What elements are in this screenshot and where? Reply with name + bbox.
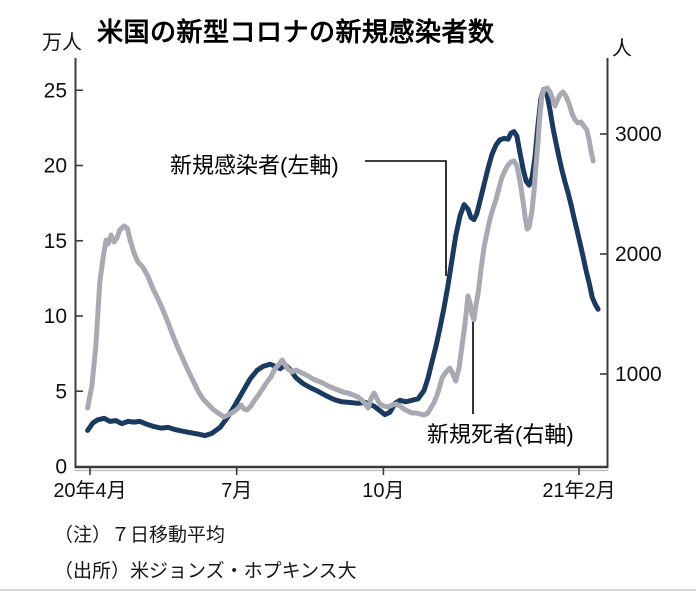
- right-axis-tick-label: 2000: [615, 243, 662, 266]
- left-axis-tick-label: 25: [44, 79, 67, 102]
- left-axis-tick-label: 20: [44, 155, 67, 178]
- left-axis-tick-label: 15: [44, 230, 67, 253]
- deaths-line: [85, 85, 596, 420]
- right-axis-tick-label: 1000: [615, 363, 662, 386]
- x-axis-tick-label: 20年4月: [53, 479, 126, 502]
- annotation-deaths-label: 新規死者(右軸): [427, 422, 574, 447]
- annotation-cases-leader: [365, 160, 447, 276]
- x-axis-tick-label: 10月: [362, 480, 404, 502]
- bottom-divider: [0, 589, 696, 591]
- left-axis-tick-label: 5: [55, 380, 67, 403]
- left-axis-unit-label: 万人: [42, 32, 82, 54]
- right-axis-unit-label: 人: [612, 38, 632, 60]
- x-axis-tick-label: 21年2月: [542, 479, 615, 502]
- x-axis-tick-label: 7月: [221, 480, 252, 502]
- footnote-source: （出所）米ジョンズ・ホプキンス大: [54, 561, 357, 582]
- chart-title: 米国の新型コロナの新規感染者数: [97, 17, 495, 47]
- cases-line: [85, 87, 601, 439]
- right-axis-tick-label: 3000: [615, 123, 662, 146]
- left-axis-tick-label: 0: [55, 456, 67, 479]
- footnote-moving-average: （注）７日移動平均: [54, 525, 226, 546]
- left-axis-tick-label: 10: [44, 305, 67, 328]
- annotation-cases-label: 新規感染者(左軸): [170, 153, 339, 178]
